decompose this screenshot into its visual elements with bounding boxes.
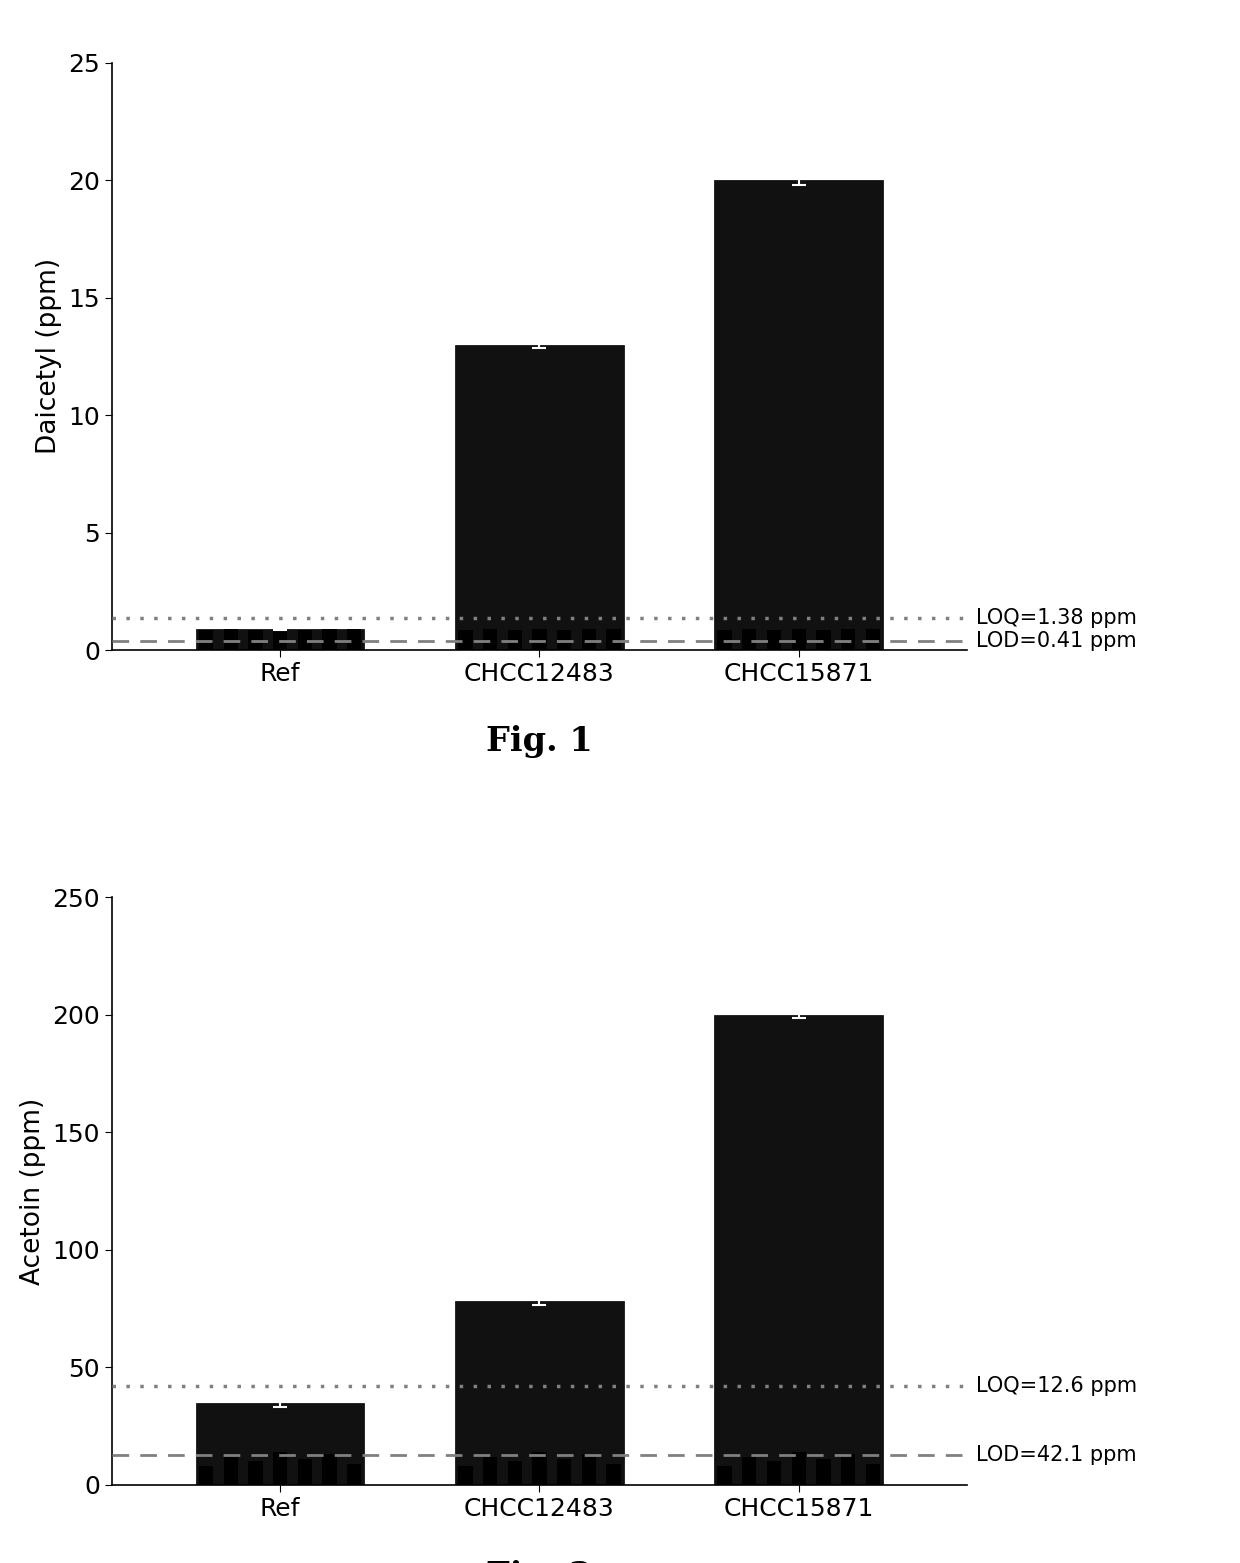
Text: LOD=42.1 ppm: LOD=42.1 ppm: [976, 1446, 1136, 1465]
Bar: [482, 628, 497, 650]
Bar: [273, 1452, 288, 1485]
Bar: [557, 1458, 572, 1485]
Bar: [766, 630, 781, 650]
Bar: [866, 630, 880, 650]
Bar: [196, 1402, 365, 1485]
Bar: [198, 630, 213, 650]
Bar: [714, 1014, 883, 1485]
Bar: [718, 1466, 732, 1485]
Bar: [459, 1466, 472, 1485]
Bar: [198, 1466, 213, 1485]
Bar: [816, 630, 831, 650]
Bar: [841, 1454, 856, 1485]
Bar: [196, 628, 365, 650]
Bar: [743, 1457, 756, 1485]
Bar: [606, 1463, 620, 1485]
Bar: [482, 1457, 497, 1485]
Bar: [582, 628, 596, 650]
Y-axis label: Acetoin (ppm): Acetoin (ppm): [21, 1097, 46, 1285]
Bar: [816, 1458, 831, 1485]
Text: LOQ=12.6 ppm: LOQ=12.6 ppm: [976, 1375, 1137, 1396]
Bar: [582, 1454, 596, 1485]
Bar: [455, 344, 624, 650]
Bar: [507, 1461, 522, 1485]
Bar: [347, 630, 361, 650]
Bar: [507, 630, 522, 650]
Bar: [455, 1302, 624, 1485]
Text: Fig. 1: Fig. 1: [486, 725, 593, 758]
Bar: [718, 630, 732, 650]
Bar: [347, 1463, 361, 1485]
Bar: [223, 1457, 238, 1485]
Text: LOD=0.41 ppm: LOD=0.41 ppm: [976, 630, 1136, 650]
Bar: [714, 180, 883, 650]
Y-axis label: Daicetyl (ppm): Daicetyl (ppm): [36, 258, 62, 455]
Bar: [791, 1452, 806, 1485]
Bar: [273, 628, 288, 650]
Bar: [866, 1463, 880, 1485]
Bar: [298, 1458, 312, 1485]
Bar: [532, 1452, 547, 1485]
Bar: [322, 628, 336, 650]
Bar: [322, 1454, 336, 1485]
Text: Fig. 2: Fig. 2: [486, 1560, 593, 1563]
Bar: [248, 1461, 263, 1485]
Bar: [557, 630, 572, 650]
Bar: [298, 630, 312, 650]
Bar: [841, 628, 856, 650]
Bar: [606, 630, 620, 650]
Bar: [248, 630, 263, 650]
Bar: [223, 628, 238, 650]
Text: LOQ=1.38 ppm: LOQ=1.38 ppm: [976, 608, 1137, 628]
Bar: [766, 1461, 781, 1485]
Bar: [459, 630, 472, 650]
Bar: [743, 628, 756, 650]
Bar: [532, 628, 547, 650]
Bar: [791, 628, 806, 650]
